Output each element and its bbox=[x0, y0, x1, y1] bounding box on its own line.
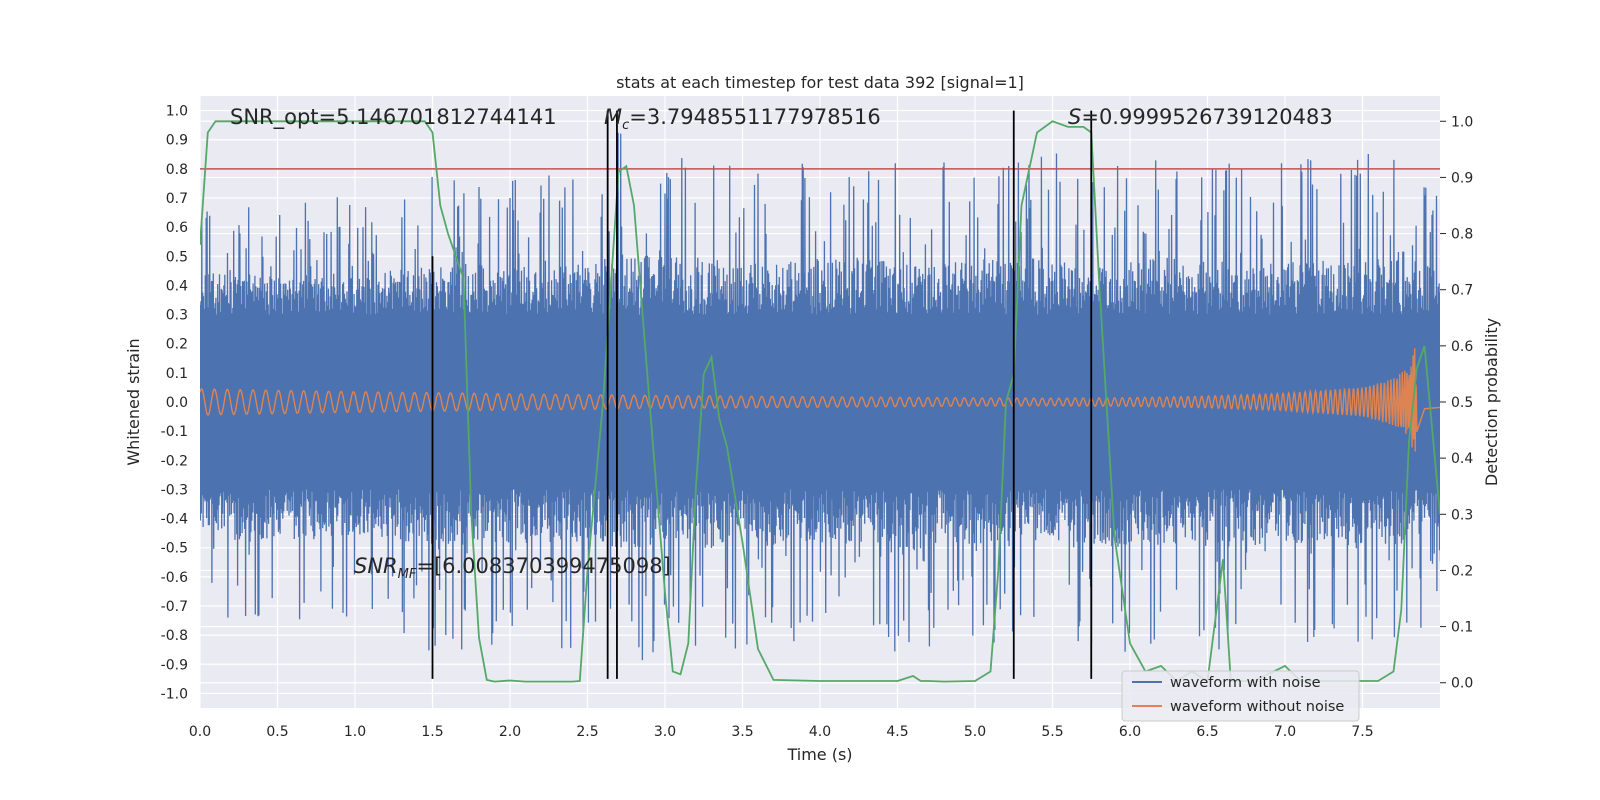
y-tick-label: -0.5 bbox=[161, 541, 188, 557]
y-tick-label: -0.6 bbox=[161, 570, 188, 586]
annotation-snr-opt: SNR_opt=5.146701812744141 bbox=[230, 105, 557, 130]
annotation-s-value: S=0.9999526739120483 bbox=[1068, 105, 1333, 129]
x-tick-label: 3.5 bbox=[731, 724, 753, 740]
snr-mf-symbol: SNR bbox=[354, 554, 398, 578]
snr-mf-value: =[6.008370399475098] bbox=[416, 554, 670, 578]
x-tick-label: 4.0 bbox=[809, 724, 831, 740]
y-tick-label: -0.9 bbox=[161, 657, 188, 673]
s-symbol: S bbox=[1068, 105, 1081, 129]
y-tick-label: -0.1 bbox=[161, 424, 188, 440]
x-tick-label: 6.0 bbox=[1119, 724, 1141, 740]
x-tick-label: 0.0 bbox=[189, 724, 211, 740]
x-tick-label: 3.0 bbox=[654, 724, 676, 740]
x-tick-label: 5.0 bbox=[964, 724, 986, 740]
y-tick-label: 0.2 bbox=[166, 337, 188, 353]
chirp-mass-subscript: c bbox=[622, 118, 629, 133]
y-tick-label: 0.5 bbox=[166, 249, 188, 265]
y-tick-label: -1.0 bbox=[161, 686, 188, 702]
x-tick-label: 4.5 bbox=[886, 724, 908, 740]
y-tick-label: -0.8 bbox=[161, 628, 188, 644]
y-axis-label: Whitened strain bbox=[124, 338, 143, 465]
s-value: =0.9999526739120483 bbox=[1081, 105, 1332, 129]
y-tick-label: 1.0 bbox=[166, 104, 188, 120]
legend-label-with-noise: waveform with noise bbox=[1170, 675, 1321, 691]
y-tick-label: 0.6 bbox=[166, 220, 188, 236]
y-tick-label: 0.3 bbox=[166, 308, 188, 324]
legend-label-without-noise: waveform without noise bbox=[1170, 699, 1344, 715]
x-tick-label: 2.0 bbox=[499, 724, 521, 740]
y-tick-label: -0.3 bbox=[161, 482, 188, 498]
y-right-axis-ticks: 1.0 0.9 0.8 0.7 0.6 0.5 0.4 0.3 0.2 0.1 0.0 bbox=[1440, 114, 1473, 692]
x-tick-label: 5.5 bbox=[1041, 724, 1063, 740]
overlay-lines bbox=[200, 110, 1440, 683]
annotation-snr-mf: SNRMF=[6.008370399475098] bbox=[354, 554, 671, 582]
legend: waveform with noise waveform without noi… bbox=[1121, 670, 1360, 722]
y-right-tick-label: 0.9 bbox=[1451, 170, 1473, 186]
y-right-tick-label: 0.2 bbox=[1451, 563, 1473, 579]
y-right-tick-label: 0.3 bbox=[1451, 507, 1473, 523]
y-tick-label: -0.2 bbox=[161, 453, 188, 469]
series-line-detection-probability bbox=[200, 120, 1440, 683]
y-right-tick-label: 0.7 bbox=[1451, 283, 1473, 299]
y-right-tick-label: 0.5 bbox=[1451, 395, 1473, 411]
y-right-tick-label: 0.4 bbox=[1451, 451, 1473, 467]
data-series bbox=[200, 132, 1440, 661]
y-tick-label: 0.4 bbox=[166, 278, 188, 294]
series-line-waveform-without-noise bbox=[200, 348, 1440, 452]
x-tick-label: 7.0 bbox=[1274, 724, 1296, 740]
y-tick-label: 0.8 bbox=[166, 162, 188, 178]
y-tick-label: 0.1 bbox=[166, 366, 188, 382]
annotation-chirp-mass: Mc=3.7948551177978516 bbox=[604, 105, 881, 133]
x-axis-ticks: 0.0 0.5 1.0 1.5 2.0 2.5 3.0 3.5 4.0 4.5 5.0 5.5 6.0 6… bbox=[189, 724, 1374, 740]
y-right-axis-label: Detection probability bbox=[1482, 318, 1501, 486]
x-axis-label: Time (s) bbox=[786, 745, 852, 764]
chirp-mass-value: =3.7948551177978516 bbox=[629, 105, 880, 129]
y-axis-ticks: 1.0 0.9 0.8 0.7 0.6 0.5 0.4 0.3 0.2 0.1 0.0 -0.1 -0.… bbox=[161, 104, 188, 703]
y-right-tick-label: 1.0 bbox=[1451, 114, 1473, 130]
y-tick-label: -0.4 bbox=[161, 512, 188, 528]
x-tick-label: 6.5 bbox=[1196, 724, 1218, 740]
y-right-tick-label: 0.0 bbox=[1451, 676, 1473, 692]
legend-box bbox=[1121, 670, 1360, 722]
y-tick-label: -0.7 bbox=[161, 599, 188, 615]
chirp-mass-symbol: M bbox=[604, 105, 622, 129]
x-tick-label: 1.0 bbox=[344, 724, 366, 740]
x-tick-label: 7.5 bbox=[1351, 724, 1373, 740]
y-tick-label: 0.9 bbox=[166, 133, 188, 149]
y-tick-label: 0.7 bbox=[166, 191, 188, 207]
y-right-tick-label: 0.6 bbox=[1451, 339, 1473, 355]
y-tick-label: 0.0 bbox=[166, 395, 188, 411]
x-tick-label: 1.5 bbox=[421, 724, 443, 740]
chart-title: stats at each timestep for test data 392… bbox=[616, 73, 1024, 92]
y-right-tick-label: 0.1 bbox=[1451, 620, 1473, 636]
y-right-tick-label: 0.8 bbox=[1451, 227, 1473, 243]
x-tick-label: 0.5 bbox=[266, 724, 288, 740]
snr-mf-subscript: MF bbox=[398, 567, 417, 582]
x-tick-label: 2.5 bbox=[576, 724, 598, 740]
